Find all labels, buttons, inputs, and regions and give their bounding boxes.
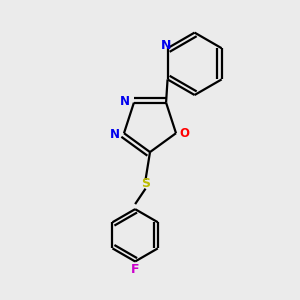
Text: F: F <box>131 263 140 276</box>
Text: N: N <box>120 94 130 108</box>
Text: N: N <box>161 39 171 52</box>
Text: O: O <box>179 127 189 140</box>
Text: S: S <box>141 177 150 190</box>
Text: N: N <box>110 128 120 141</box>
